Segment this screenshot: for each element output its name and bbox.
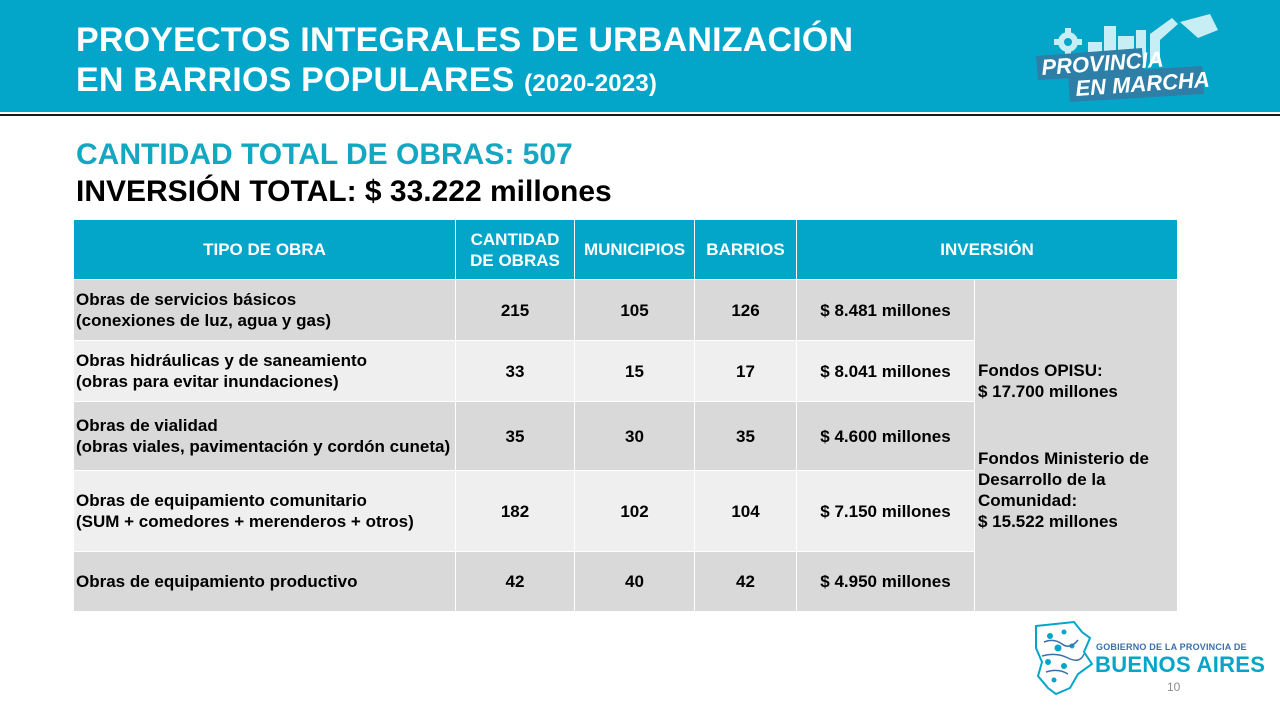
provincia-en-marcha-logo: PROVINCIA EN MARCHA — [1036, 14, 1218, 102]
cell-tipo: Obras de servicios básicos (conexiones d… — [73, 279, 456, 341]
total-investment: INVERSIÓN TOTAL: $ 33.222 millones — [76, 175, 612, 208]
cell-tipo: Obras de equipamiento comunitario (SUM +… — [73, 470, 456, 552]
fund-ministerio-amount: $ 15.522 millones — [978, 511, 1118, 531]
cell-cantidad: 182 — [455, 470, 575, 552]
fund-opisu-amount: $ 17.700 millones — [978, 381, 1118, 401]
cell-inversion: $ 8.481 millones — [796, 279, 975, 341]
cell-cantidad: 35 — [455, 401, 575, 471]
tipo-title: Obras de equipamiento comunitario — [76, 491, 367, 510]
cell-barrios: 35 — [694, 401, 797, 471]
province-map-logo — [1035, 620, 1094, 696]
col-header-inversion: INVERSIÓN — [796, 219, 1178, 280]
cell-municipios: 40 — [574, 551, 695, 612]
title-line-2-text: EN BARRIOS POPULARES — [76, 61, 515, 99]
table-row: Obras de servicios básicos (conexiones d… — [73, 279, 1178, 612]
slide-title: PROYECTOS INTEGRALES DE URBANIZACIÓN EN … — [76, 20, 853, 104]
tipo-title: Obras hidráulicas y de saneamiento — [76, 351, 368, 370]
cell-tipo: Obras hidráulicas y de saneamiento (obra… — [73, 340, 456, 402]
total-works-count: CANTIDAD TOTAL DE OBRAS: 507 — [76, 138, 573, 171]
cell-barrios: 17 — [694, 340, 797, 402]
tipo-detail: (SUM + comedores + merenderos + otros) — [76, 512, 414, 531]
province-name: BUENOS AIRES — [1095, 652, 1266, 677]
fund-opisu-label: Fondos OPISU: — [978, 360, 1103, 380]
header-divider — [0, 114, 1280, 116]
col-header-municipios: MUNICIPIOS — [574, 219, 695, 280]
tipo-title: Obras de vialidad — [76, 416, 218, 435]
cell-municipios: 30 — [574, 401, 695, 471]
tipo-detail: (obras para evitar inundaciones) — [76, 372, 339, 391]
cell-tipo: Obras de vialidad (obras viales, pavimen… — [73, 401, 456, 471]
tipo-title: Obras de servicios básicos — [76, 290, 297, 309]
cell-barrios: 104 — [694, 470, 797, 552]
cell-inversion: $ 4.600 millones — [796, 401, 975, 471]
cell-cantidad: 42 — [455, 551, 575, 612]
tipo-detail: (obras viales, pavimentación y cordón cu… — [76, 437, 451, 456]
title-years: (2020-2023) — [524, 70, 658, 97]
title-line-1: PROYECTOS INTEGRALES DE URBANIZACIÓN — [76, 21, 854, 59]
page-number: 10 — [1167, 680, 1181, 694]
tipo-title: Obras de equipamiento productivo — [76, 572, 358, 591]
table-row: Obras de vialidad (obras viales, pavimen… — [73, 401, 1178, 471]
cell-inversion: $ 4.950 millones — [796, 551, 975, 612]
cell-municipios: 105 — [574, 279, 695, 341]
tipo-detail: (conexiones de luz, agua y gas) — [76, 311, 332, 330]
table-row: Obras de equipamiento comunitario (SUM +… — [73, 470, 1178, 552]
cell-inversion: $ 7.150 millones — [796, 470, 975, 552]
table-header-row: TIPO DE OBRA CANTIDAD DE OBRAS MUNICIPIO… — [73, 219, 1178, 280]
title-line-2: EN BARRIOS POPULARES (2020-2023) — [76, 60, 853, 104]
cell-funding-sources: Fondos OPISU: $ 17.700 millones Fondos M… — [974, 279, 1178, 612]
cell-cantidad: 33 — [455, 340, 575, 402]
cell-municipios: 15 — [574, 340, 695, 402]
works-table: TIPO DE OBRA CANTIDAD DE OBRAS MUNICIPIO… — [73, 219, 1178, 612]
cell-tipo: Obras de equipamiento productivo — [73, 551, 456, 612]
gov-line: GOBIERNO DE LA PROVINCIA DE — [1096, 642, 1247, 652]
cell-barrios: 42 — [694, 551, 797, 612]
cell-cantidad: 215 — [455, 279, 575, 341]
table-row: Obras de equipamiento productivo 42 40 4… — [73, 551, 1178, 612]
cell-barrios: 126 — [694, 279, 797, 341]
col-header-tipo: TIPO DE OBRA — [73, 219, 456, 280]
fund-ministerio-label: Fondos Ministerio de Desarrollo de la Co… — [978, 448, 1149, 510]
table-row: Obras hidráulicas y de saneamiento (obra… — [73, 340, 1178, 402]
col-header-cantidad: CANTIDAD DE OBRAS — [455, 219, 575, 280]
cell-inversion: $ 8.041 millones — [796, 340, 975, 402]
fund-spacer — [978, 402, 1177, 448]
cell-municipios: 102 — [574, 470, 695, 552]
col-header-barrios: BARRIOS — [694, 219, 797, 280]
